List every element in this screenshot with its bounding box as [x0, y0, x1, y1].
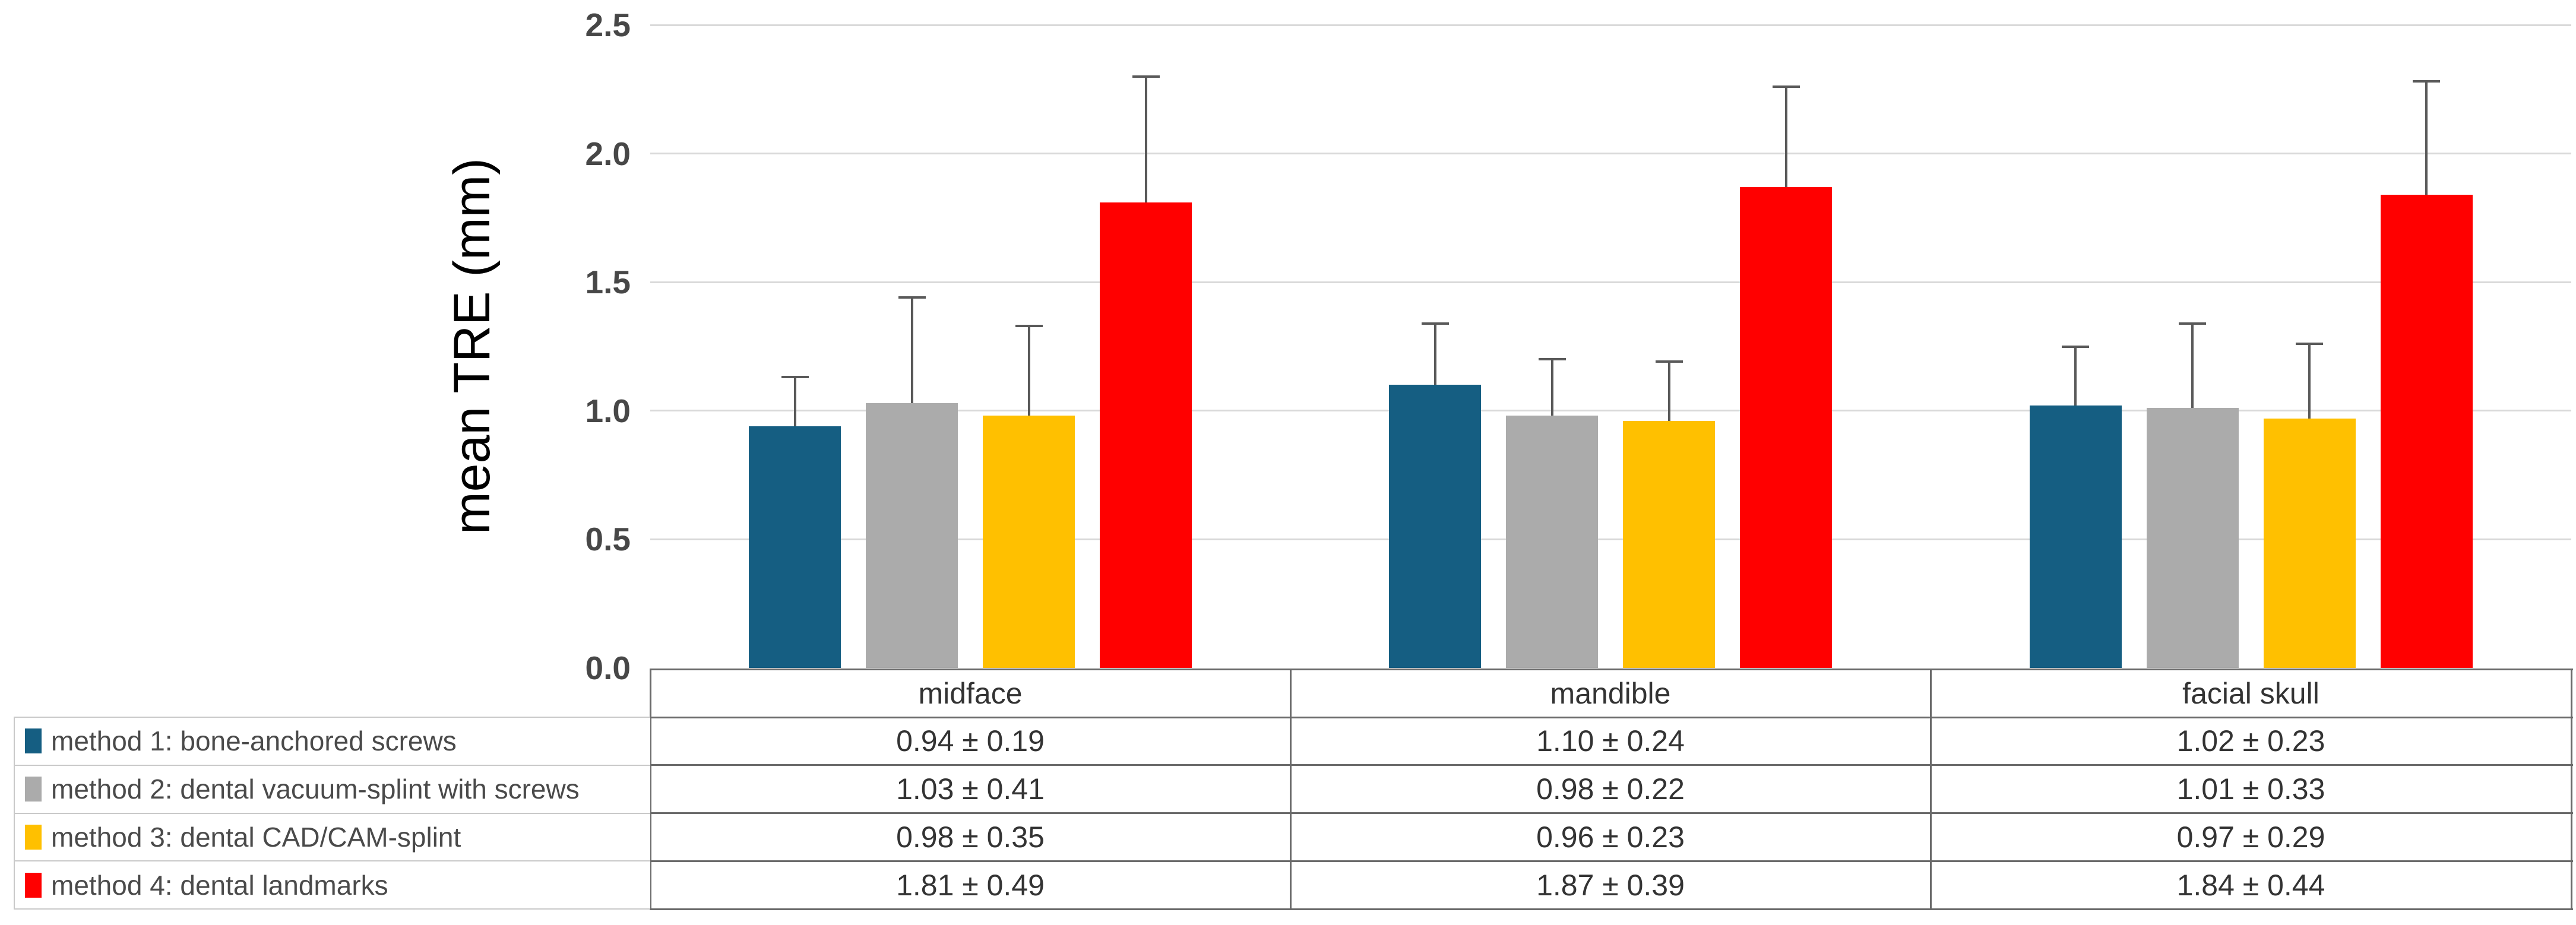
error-bar-line — [910, 297, 913, 403]
bar-method3-midface — [983, 416, 1075, 668]
error-bar-line — [2308, 344, 2311, 419]
table-border-h — [650, 812, 2573, 814]
legend-border-h — [14, 717, 650, 718]
table-border-h — [650, 908, 2573, 910]
y-axis-title: mean TRE (mm) — [444, 158, 501, 534]
error-bar-cap — [1655, 360, 1683, 363]
table-cell-method3-midface: 0.98 ± 0.35 — [896, 820, 1045, 854]
legend-item-method4: method 4: dental landmarks — [14, 861, 650, 909]
legend-item-method1: method 1: bone-anchored screws — [14, 717, 650, 765]
error-bar-line — [2425, 81, 2428, 195]
bar-method4-facial-skull — [2380, 194, 2473, 668]
legend-swatch-icon — [25, 824, 42, 850]
error-bar-cap — [781, 376, 809, 379]
legend-border-h — [14, 908, 650, 910]
bar-method1-facial-skull — [2029, 406, 2122, 668]
legend-item-method3: method 3: dental CAD/CAM-splint — [14, 813, 650, 861]
legend-item-label: method 2: dental vacuum-splint with scre… — [51, 774, 580, 805]
error-bar-line — [1550, 359, 1553, 416]
bar-method1-midface — [749, 426, 841, 668]
gridline-1.0 — [650, 410, 2571, 412]
error-bar-line — [1027, 325, 1030, 416]
error-bar-cap — [2413, 80, 2440, 83]
table-cell-method1-mandible: 1.10 ± 0.24 — [1536, 724, 1685, 758]
bar-method2-midface — [866, 403, 958, 668]
legend-item-label: method 3: dental CAD/CAM-splint — [51, 821, 461, 853]
bar-method2-facial-skull — [2146, 408, 2239, 668]
table-border-h — [650, 668, 2573, 670]
legend-border-h — [14, 764, 650, 766]
error-bar-line — [2191, 323, 2194, 408]
legend-swatch-icon — [25, 872, 42, 898]
table-cell-method1-facial-skull: 1.02 ± 0.23 — [2176, 724, 2325, 758]
table-cell-method2-midface: 1.03 ± 0.41 — [896, 772, 1045, 806]
table-cell-method2-mandible: 0.98 ± 0.22 — [1536, 772, 1685, 806]
legend-item-label: method 1: bone-anchored screws — [51, 726, 457, 757]
error-bar-line — [2074, 346, 2077, 406]
error-bar-cap — [2062, 345, 2089, 348]
table-cell-method1-midface: 0.94 ± 0.19 — [896, 724, 1045, 758]
table-cell-method4-facial-skull: 1.84 ± 0.44 — [2176, 868, 2325, 902]
bar-method4-midface — [1100, 202, 1192, 668]
error-bar-cap — [2296, 343, 2323, 346]
error-bar-cap — [898, 296, 926, 299]
legend-swatch-icon — [25, 728, 42, 754]
error-bar-cap — [1421, 322, 1449, 325]
error-bar-line — [1784, 86, 1787, 187]
table-cell-method2-facial-skull: 1.01 ± 0.33 — [2176, 772, 2325, 806]
y-tick-label-2.5: 2.5 — [585, 7, 631, 43]
legend-item-label: method 4: dental landmarks — [51, 869, 388, 901]
table-cell-method4-midface: 1.81 ± 0.49 — [896, 868, 1045, 902]
gridline-2.0 — [650, 153, 2571, 155]
legend-border-h — [14, 860, 650, 862]
table-border-h — [650, 860, 2573, 862]
category-header-midface: midface — [918, 676, 1023, 710]
y-tick-label-1.5: 1.5 — [585, 264, 631, 301]
table-border-v — [2570, 668, 2572, 910]
category-header-facial-skull: facial skull — [2182, 676, 2319, 710]
legend-border-h — [14, 812, 650, 814]
error-bar-line — [1144, 76, 1147, 202]
table-cell-method3-facial-skull: 0.97 ± 0.29 — [2176, 820, 2325, 854]
error-bar-line — [1433, 323, 1436, 385]
gridline-0.5 — [650, 538, 2571, 540]
error-bar-cap — [1015, 324, 1043, 327]
legend-item-method2: method 2: dental vacuum-splint with scre… — [14, 765, 650, 813]
table-border-v — [1289, 668, 1292, 910]
error-bar-cap — [2179, 322, 2206, 325]
table-border-v — [1929, 668, 1932, 910]
table-border-h — [650, 716, 2573, 718]
error-bar-line — [1667, 362, 1670, 422]
bar-method3-facial-skull — [2263, 418, 2356, 668]
error-bar-line — [793, 377, 796, 426]
gridline-1.5 — [650, 281, 2571, 283]
table-cell-method3-mandible: 0.96 ± 0.23 — [1536, 820, 1685, 854]
legend-swatch-icon — [25, 777, 42, 802]
y-tick-label-0.5: 0.5 — [585, 521, 631, 558]
legend-border-v — [14, 717, 15, 910]
error-bar-cap — [1772, 85, 1800, 88]
bar-method3-mandible — [1623, 421, 1715, 668]
y-tick-label-2.0: 2.0 — [585, 135, 631, 172]
bar-method1-mandible — [1389, 385, 1481, 668]
error-bar-cap — [1132, 75, 1160, 78]
gridline-2.5 — [650, 24, 2571, 26]
table-cell-method4-mandible: 1.87 ± 0.39 — [1536, 868, 1685, 902]
category-header-mandible: mandible — [1550, 676, 1671, 710]
error-bar-cap — [1538, 358, 1566, 361]
bar-method2-mandible — [1506, 416, 1598, 668]
bar-method4-mandible — [1740, 186, 1832, 668]
table-border-h — [650, 764, 2573, 766]
y-tick-label-0.0: 0.0 — [585, 650, 631, 686]
y-tick-label-1.0: 1.0 — [585, 392, 631, 429]
table-border-v — [649, 668, 651, 910]
